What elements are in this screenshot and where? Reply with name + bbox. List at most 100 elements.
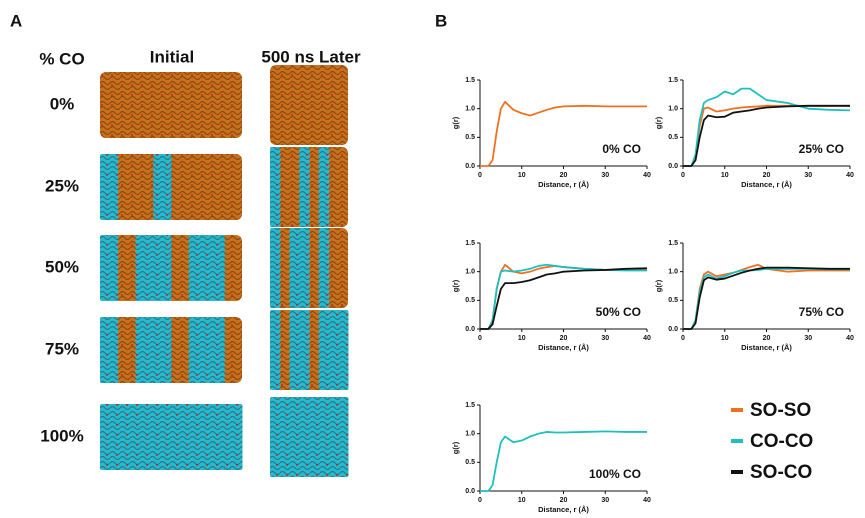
series-line xyxy=(480,100,647,167)
snapshot-patch xyxy=(153,404,172,470)
x-tick-label: 40 xyxy=(846,335,854,342)
snapshot-patch xyxy=(318,397,329,477)
y-tick-label: 1.0 xyxy=(668,106,678,113)
x-tick-label: 40 xyxy=(643,335,651,342)
snapshot-patch xyxy=(270,228,281,308)
x-tick-label: 0 xyxy=(478,335,482,342)
snapshots: 0% 25% 50% 75% 100% xyxy=(40,65,349,477)
snapshot-patch xyxy=(188,404,207,470)
snapshot-patch xyxy=(206,404,225,470)
annotation: 100% CO xyxy=(589,467,641,481)
x-tick-label: 0 xyxy=(478,497,482,504)
y-tick-label: 0.5 xyxy=(668,297,678,304)
snapshot-patch xyxy=(100,235,119,301)
y-tick-label: 1.5 xyxy=(465,402,475,409)
snapshot-patch xyxy=(270,310,281,390)
y-tick-label: 0.0 xyxy=(668,163,678,170)
snapshot-patch xyxy=(309,397,320,477)
panel-label: B xyxy=(435,11,447,30)
snapshot-patch xyxy=(299,310,310,390)
series-line xyxy=(480,430,647,492)
legend-label: CO-CO xyxy=(750,431,813,452)
snapshot-patch xyxy=(100,404,119,470)
y-tick-label: 0.5 xyxy=(465,134,475,141)
y-tick-label: 0.0 xyxy=(465,326,475,333)
series-line xyxy=(683,266,850,330)
x-tick-label: 0 xyxy=(478,172,482,179)
snapshot-patch xyxy=(206,317,225,383)
snapshot-patch xyxy=(338,397,349,477)
snapshot-patch xyxy=(135,235,154,301)
x-tick-label: 0 xyxy=(681,172,685,179)
series-line xyxy=(480,267,648,330)
y-tick-label: 1.0 xyxy=(465,431,475,438)
snapshot-patch xyxy=(328,310,339,390)
x-tick-label: 20 xyxy=(763,335,771,342)
series-line xyxy=(683,104,850,167)
y-tick-label: 1.5 xyxy=(668,240,678,247)
series-line xyxy=(683,87,851,167)
x-tick-label: 10 xyxy=(721,172,729,179)
annotation: 75% CO xyxy=(799,305,844,319)
snapshot-patch xyxy=(135,317,154,383)
y-tick-label: 0.0 xyxy=(465,163,475,170)
x-tick-label: 20 xyxy=(560,497,568,504)
x-axis-label: Distance, r (Å) xyxy=(741,343,792,352)
x-tick-label: 0 xyxy=(681,335,685,342)
x-tick-label: 10 xyxy=(518,335,526,342)
snapshot-patch xyxy=(299,228,310,308)
y-tick-label: 0.5 xyxy=(668,134,678,141)
snapshot-patch xyxy=(188,235,207,301)
x-tick-label: 20 xyxy=(560,335,568,342)
y-axis-label: g(r) xyxy=(451,279,460,292)
x-axis-label: Distance, r (Å) xyxy=(538,180,589,189)
y-axis-label: g(r) xyxy=(451,116,460,129)
x-tick-label: 30 xyxy=(804,335,812,342)
snapshot-patch xyxy=(318,147,329,227)
snapshot-patch xyxy=(100,154,119,220)
snapshot-patch xyxy=(153,235,172,301)
annotation: 50% CO xyxy=(596,305,641,319)
x-tick-label: 20 xyxy=(763,172,771,179)
snapshot-patch xyxy=(117,404,136,470)
snapshot-patch xyxy=(270,147,281,227)
snapshot-patch xyxy=(299,397,310,477)
column-header: 500 ns Later xyxy=(261,47,361,66)
x-tick-label: 30 xyxy=(804,172,812,179)
x-tick-label: 20 xyxy=(560,172,568,179)
y-axis-label: g(r) xyxy=(654,279,663,292)
row-label: 25% xyxy=(45,176,79,195)
series-line xyxy=(480,263,647,330)
row-label: 75% xyxy=(45,339,79,358)
snapshot-patch xyxy=(289,228,300,308)
x-tick-label: 30 xyxy=(601,335,609,342)
series-line xyxy=(480,263,647,330)
snapshot-patch xyxy=(328,397,339,477)
snapshot-patch xyxy=(338,310,349,390)
snapshot-patch xyxy=(289,397,300,477)
x-tick-label: 10 xyxy=(518,172,526,179)
legend-label: SO-CO xyxy=(750,462,812,483)
snapshot-patch xyxy=(135,404,154,470)
row-label: 0% xyxy=(50,94,75,113)
snapshot-patch xyxy=(318,310,329,390)
snapshot-patch xyxy=(206,235,225,301)
annotation: 25% CO xyxy=(799,142,844,156)
y-tick-label: 1.0 xyxy=(668,269,678,276)
snapshot-patch xyxy=(171,404,190,470)
legend-label: SO-SO xyxy=(750,400,811,421)
panel-label: A xyxy=(10,11,22,30)
x-axis-label: Distance, r (Å) xyxy=(538,505,589,514)
snapshot xyxy=(100,72,242,138)
snapshot-patch xyxy=(153,317,172,383)
annotation: 0% CO xyxy=(602,142,641,156)
row-label: 100% xyxy=(40,426,83,445)
snapshot-patch xyxy=(270,397,281,477)
x-axis-label: Distance, r (Å) xyxy=(741,180,792,189)
y-tick-label: 0.5 xyxy=(465,459,475,466)
y-tick-label: 1.5 xyxy=(465,77,475,84)
y-tick-label: 0.5 xyxy=(465,297,475,304)
x-tick-label: 30 xyxy=(601,497,609,504)
y-tick-label: 1.5 xyxy=(668,77,678,84)
